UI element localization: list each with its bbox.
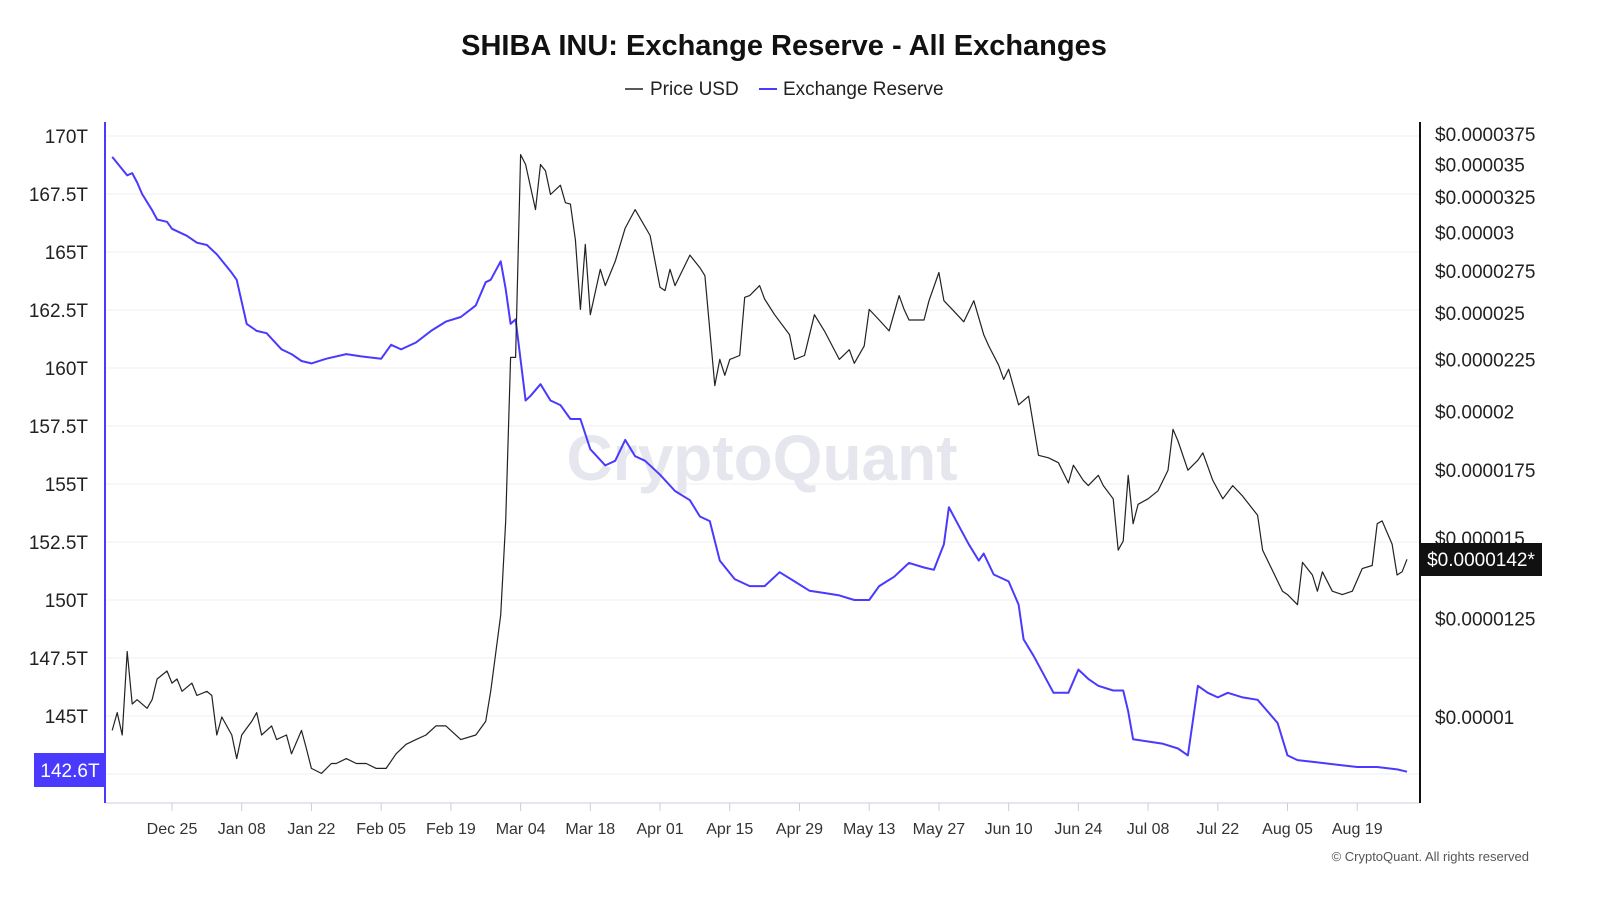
y-right-tick-label: $0.0000225 bbox=[1435, 350, 1535, 371]
current-price-value: $0.0000142* bbox=[1427, 550, 1535, 571]
x-tick-label: Apr 29 bbox=[776, 821, 823, 838]
legend-label-price: Price USD bbox=[650, 79, 739, 100]
y-right-tick-label: $0.0000125 bbox=[1435, 610, 1535, 631]
gridlines bbox=[105, 135, 1420, 775]
y-left-tick-label: 155T bbox=[45, 475, 89, 496]
current-price-badge: $0.0000142* bbox=[1420, 543, 1542, 576]
series-lines bbox=[111, 154, 1408, 775]
y-axis-left: 170T 167.5T 165T 162.5T 160T 157.5T 155T 152.5T… bbox=[29, 122, 106, 803]
series-line-exchange-reserve bbox=[111, 156, 1408, 773]
x-tick-label: Aug 05 bbox=[1262, 821, 1313, 838]
x-tick-label: Mar 04 bbox=[496, 821, 546, 838]
y-left-tick-label: 165T bbox=[45, 243, 89, 264]
legend-label-reserve: Exchange Reserve bbox=[783, 79, 944, 100]
x-tick-label: Mar 18 bbox=[565, 821, 615, 838]
x-tick-label: Jan 22 bbox=[287, 821, 335, 838]
x-tick-label: Aug 19 bbox=[1332, 821, 1383, 838]
y-right-tick-label: $0.000035 bbox=[1435, 156, 1525, 177]
x-tick-label: Feb 05 bbox=[356, 821, 406, 838]
current-reserve-badge: 142.6T bbox=[34, 753, 105, 787]
x-tick-label: Apr 15 bbox=[706, 821, 753, 838]
y-left-tick-label: 145T bbox=[45, 707, 89, 728]
x-tick-label: Jan 08 bbox=[218, 821, 266, 838]
legend-item-price[interactable]: Price USD bbox=[625, 79, 739, 100]
x-tick-label: Feb 19 bbox=[426, 821, 476, 838]
chart-title: SHIBA INU: Exchange Reserve - All Exchan… bbox=[461, 30, 1107, 62]
x-tick-label: Jun 10 bbox=[985, 821, 1033, 838]
y-right-tick-label: $0.0000175 bbox=[1435, 461, 1535, 482]
y-left-tick-label: 160T bbox=[45, 359, 89, 380]
y-right-tick-label: $0.00002 bbox=[1435, 402, 1514, 423]
x-tick-label: Apr 01 bbox=[636, 821, 683, 838]
current-reserve-value: 142.6T bbox=[40, 761, 100, 782]
series-line-price-usd bbox=[111, 154, 1408, 775]
y-left-tick-label: 147.5T bbox=[29, 649, 89, 670]
y-right-tick-label: $0.0000275 bbox=[1435, 262, 1535, 283]
watermark: CryptoQuant bbox=[566, 422, 957, 494]
y-left-tick-label: 152.5T bbox=[29, 533, 89, 554]
x-tick-label: May 13 bbox=[843, 821, 896, 838]
x-tick-label: Jul 08 bbox=[1127, 821, 1170, 838]
y-left-tick-label: 170T bbox=[45, 127, 89, 148]
x-tick-label: Jul 22 bbox=[1196, 821, 1239, 838]
y-right-tick-label: $0.0000375 bbox=[1435, 125, 1535, 146]
legend: Price USD Exchange Reserve bbox=[625, 79, 944, 100]
x-tick-label: Jun 24 bbox=[1054, 821, 1102, 838]
y-axis-right: $0.0000375 $0.000035 $0.0000325 $0.00003 $0.… bbox=[1419, 122, 1535, 803]
x-tick-label: Dec 25 bbox=[147, 821, 198, 838]
legend-item-reserve[interactable]: Exchange Reserve bbox=[759, 79, 944, 100]
copyright-footer: © CryptoQuant. All rights reserved bbox=[1332, 849, 1529, 864]
y-right-tick-label: $0.00001 bbox=[1435, 708, 1514, 729]
y-left-tick-label: 150T bbox=[45, 591, 89, 612]
y-right-tick-label: $0.000025 bbox=[1435, 304, 1525, 325]
y-right-tick-label: $0.0000325 bbox=[1435, 188, 1535, 209]
y-left-tick-label: 167.5T bbox=[29, 185, 89, 206]
y-right-tick-label: $0.00003 bbox=[1435, 224, 1514, 245]
y-left-tick-label: 162.5T bbox=[29, 301, 89, 322]
x-axis: Dec 25 Jan 08 Jan 22 Feb 05 Feb 19 Mar 04 Mar … bbox=[105, 802, 1420, 838]
x-tick-label: May 27 bbox=[913, 821, 966, 838]
y-left-tick-label: 157.5T bbox=[29, 417, 89, 438]
